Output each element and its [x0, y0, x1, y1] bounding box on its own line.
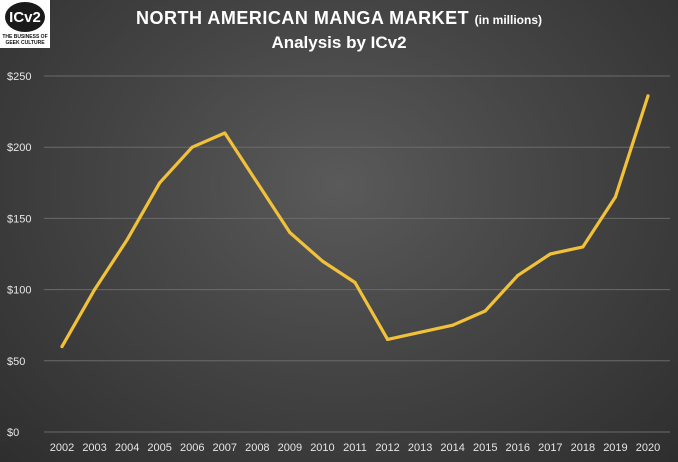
x-tick-label: 2012: [375, 442, 399, 454]
x-tick-label: 2008: [245, 442, 269, 454]
x-tick-label: 2014: [440, 442, 464, 454]
data-point-2012: [386, 337, 390, 341]
x-tick-label: 2016: [506, 442, 530, 454]
data-point-2008: [255, 181, 259, 185]
logo-tagline-1: THE BUSINESS OF: [2, 34, 48, 40]
x-tick-label: 2007: [213, 442, 237, 454]
chart-title: NORTH AMERICAN MANGA MARKET (in millions…: [0, 8, 678, 29]
series-layer: [60, 94, 650, 349]
y-axis-ticks: $0 $50 $100 $150 $200 $250: [7, 71, 31, 439]
x-tick-label: 2010: [310, 442, 334, 454]
x-tick-label: 2017: [538, 442, 562, 454]
data-point-2013: [418, 330, 422, 334]
x-tick-label: 2013: [408, 442, 432, 454]
x-tick-label: 2003: [82, 442, 106, 454]
x-tick-label: 2004: [115, 442, 139, 454]
x-tick-label: 2018: [571, 442, 595, 454]
data-point-2004: [125, 238, 129, 242]
y-tick-label: $250: [7, 71, 31, 83]
x-tick-label: 2020: [636, 442, 660, 454]
logo-tagline-2: GEEK CULTURE: [5, 40, 45, 46]
x-tick-label: 2009: [278, 442, 302, 454]
data-point-2015: [483, 309, 487, 313]
data-point-2019: [613, 195, 617, 199]
data-point-2009: [288, 231, 292, 235]
series-line: [60, 94, 650, 349]
y-tick-label: $200: [7, 142, 31, 154]
y-tick-label: $50: [7, 356, 25, 368]
x-tick-label: 2015: [473, 442, 497, 454]
data-point-2002: [60, 345, 64, 349]
x-tick-label: 2005: [147, 442, 171, 454]
y-tick-label: $100: [7, 285, 31, 297]
data-point-2018: [581, 245, 585, 249]
data-point-2020: [646, 94, 650, 98]
x-axis-ticks: 2002 2003 2004 2005 2006 2007 2008 2009 2010 2011…: [50, 442, 660, 454]
chart-subtitle: Analysis by ICv2: [271, 33, 407, 52]
data-point-2017: [548, 252, 552, 256]
data-point-2006: [190, 145, 194, 149]
data-point-2007: [223, 131, 227, 135]
chart-title-text: NORTH AMERICAN MANGA MARKET: [136, 8, 470, 28]
x-tick-label: 2006: [180, 442, 204, 454]
x-tick-label: 2002: [50, 442, 74, 454]
logo-mark: ICv2: [5, 2, 45, 32]
x-tick-label: 2019: [603, 442, 627, 454]
data-point-2003: [93, 288, 97, 292]
data-point-2011: [353, 280, 357, 284]
y-tick-label: $0: [7, 427, 19, 439]
data-point-2014: [451, 323, 455, 327]
y-tick-label: $150: [7, 213, 31, 225]
icv2-logo: ICv2 THE BUSINESS OF GEEK CULTURE: [0, 0, 50, 48]
x-tick-label: 2011: [343, 442, 367, 454]
data-point-2016: [516, 273, 520, 277]
chart-title-unit: (in millions): [474, 13, 542, 27]
data-point-2010: [320, 259, 324, 263]
gridlines: [44, 75, 670, 433]
data-point-2005: [158, 181, 162, 185]
